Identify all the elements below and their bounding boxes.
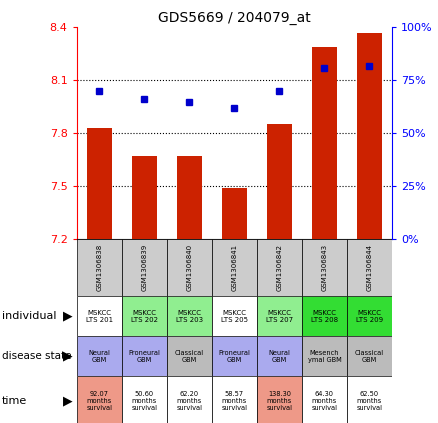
Text: individual: individual [2,311,57,321]
Bar [347,296,392,336]
Text: GSM1306841: GSM1306841 [231,244,237,291]
Text: MSKCC
LTS 202: MSKCC LTS 202 [131,310,158,323]
Bar [347,336,392,376]
Bar [357,33,382,239]
Text: time: time [2,396,28,406]
Bar [177,156,201,239]
Bar [212,376,257,423]
Bar [77,296,122,336]
Bar [302,239,347,296]
Bar [122,296,167,336]
Bar [257,296,302,336]
Text: 64.30
months
survival: 64.30 months survival [311,391,337,411]
Bar [167,376,212,423]
Text: ▶: ▶ [63,394,73,407]
Text: MSKCC
LTS 209: MSKCC LTS 209 [356,310,383,323]
Text: disease state: disease state [2,352,72,361]
Text: GSM1306838: GSM1306838 [96,244,102,291]
Text: GSM1306839: GSM1306839 [141,244,147,291]
Bar [212,239,257,296]
Text: GSM1306844: GSM1306844 [367,244,372,291]
Bar [87,128,112,239]
Bar [167,336,212,376]
Text: GSM1306840: GSM1306840 [186,244,192,291]
Bar [122,239,167,296]
Bar [257,376,302,423]
Bar [267,124,292,239]
Text: MSKCC
LTS 203: MSKCC LTS 203 [176,310,203,323]
Bar [302,296,347,336]
Bar [212,296,257,336]
Text: 138.30
months
survival: 138.30 months survival [266,391,293,411]
Bar [77,336,122,376]
Text: Proneural
GBM: Proneural GBM [219,350,250,363]
Bar [167,239,212,296]
Text: Classical
GBM: Classical GBM [355,350,384,363]
Bar [222,188,247,239]
Bar [347,376,392,423]
Text: Neural
GBM: Neural GBM [88,350,110,363]
Bar [77,239,122,296]
Text: ▶: ▶ [63,310,73,323]
Bar [122,376,167,423]
Text: Proneural
GBM: Proneural GBM [128,350,160,363]
Text: ▶: ▶ [63,350,73,363]
Text: 92.07
months
survival: 92.07 months survival [86,391,112,411]
Title: GDS5669 / 204079_at: GDS5669 / 204079_at [158,11,311,25]
Text: MSKCC
LTS 205: MSKCC LTS 205 [221,310,248,323]
Bar [302,336,347,376]
Text: 62.20
months
survival: 62.20 months survival [176,391,202,411]
Text: Mesench
ymal GBM: Mesench ymal GBM [307,350,341,363]
Text: MSKCC
LTS 207: MSKCC LTS 207 [266,310,293,323]
Bar [347,239,392,296]
Text: MSKCC
LTS 201: MSKCC LTS 201 [85,310,113,323]
Text: GSM1306843: GSM1306843 [321,244,328,291]
Text: MSKCC
LTS 208: MSKCC LTS 208 [311,310,338,323]
Bar [77,376,122,423]
Bar [257,336,302,376]
Text: 62.50
months
survival: 62.50 months survival [357,391,382,411]
Text: 50.60
months
survival: 50.60 months survival [131,391,157,411]
Bar [132,156,157,239]
Text: Classical
GBM: Classical GBM [175,350,204,363]
Text: Neural
GBM: Neural GBM [268,350,290,363]
Bar [312,47,337,239]
Text: 58.57
months
survival: 58.57 months survival [221,391,247,411]
Bar [257,239,302,296]
Text: GSM1306842: GSM1306842 [276,244,283,291]
Bar [122,336,167,376]
Bar [212,336,257,376]
Bar [302,376,347,423]
Bar [167,296,212,336]
